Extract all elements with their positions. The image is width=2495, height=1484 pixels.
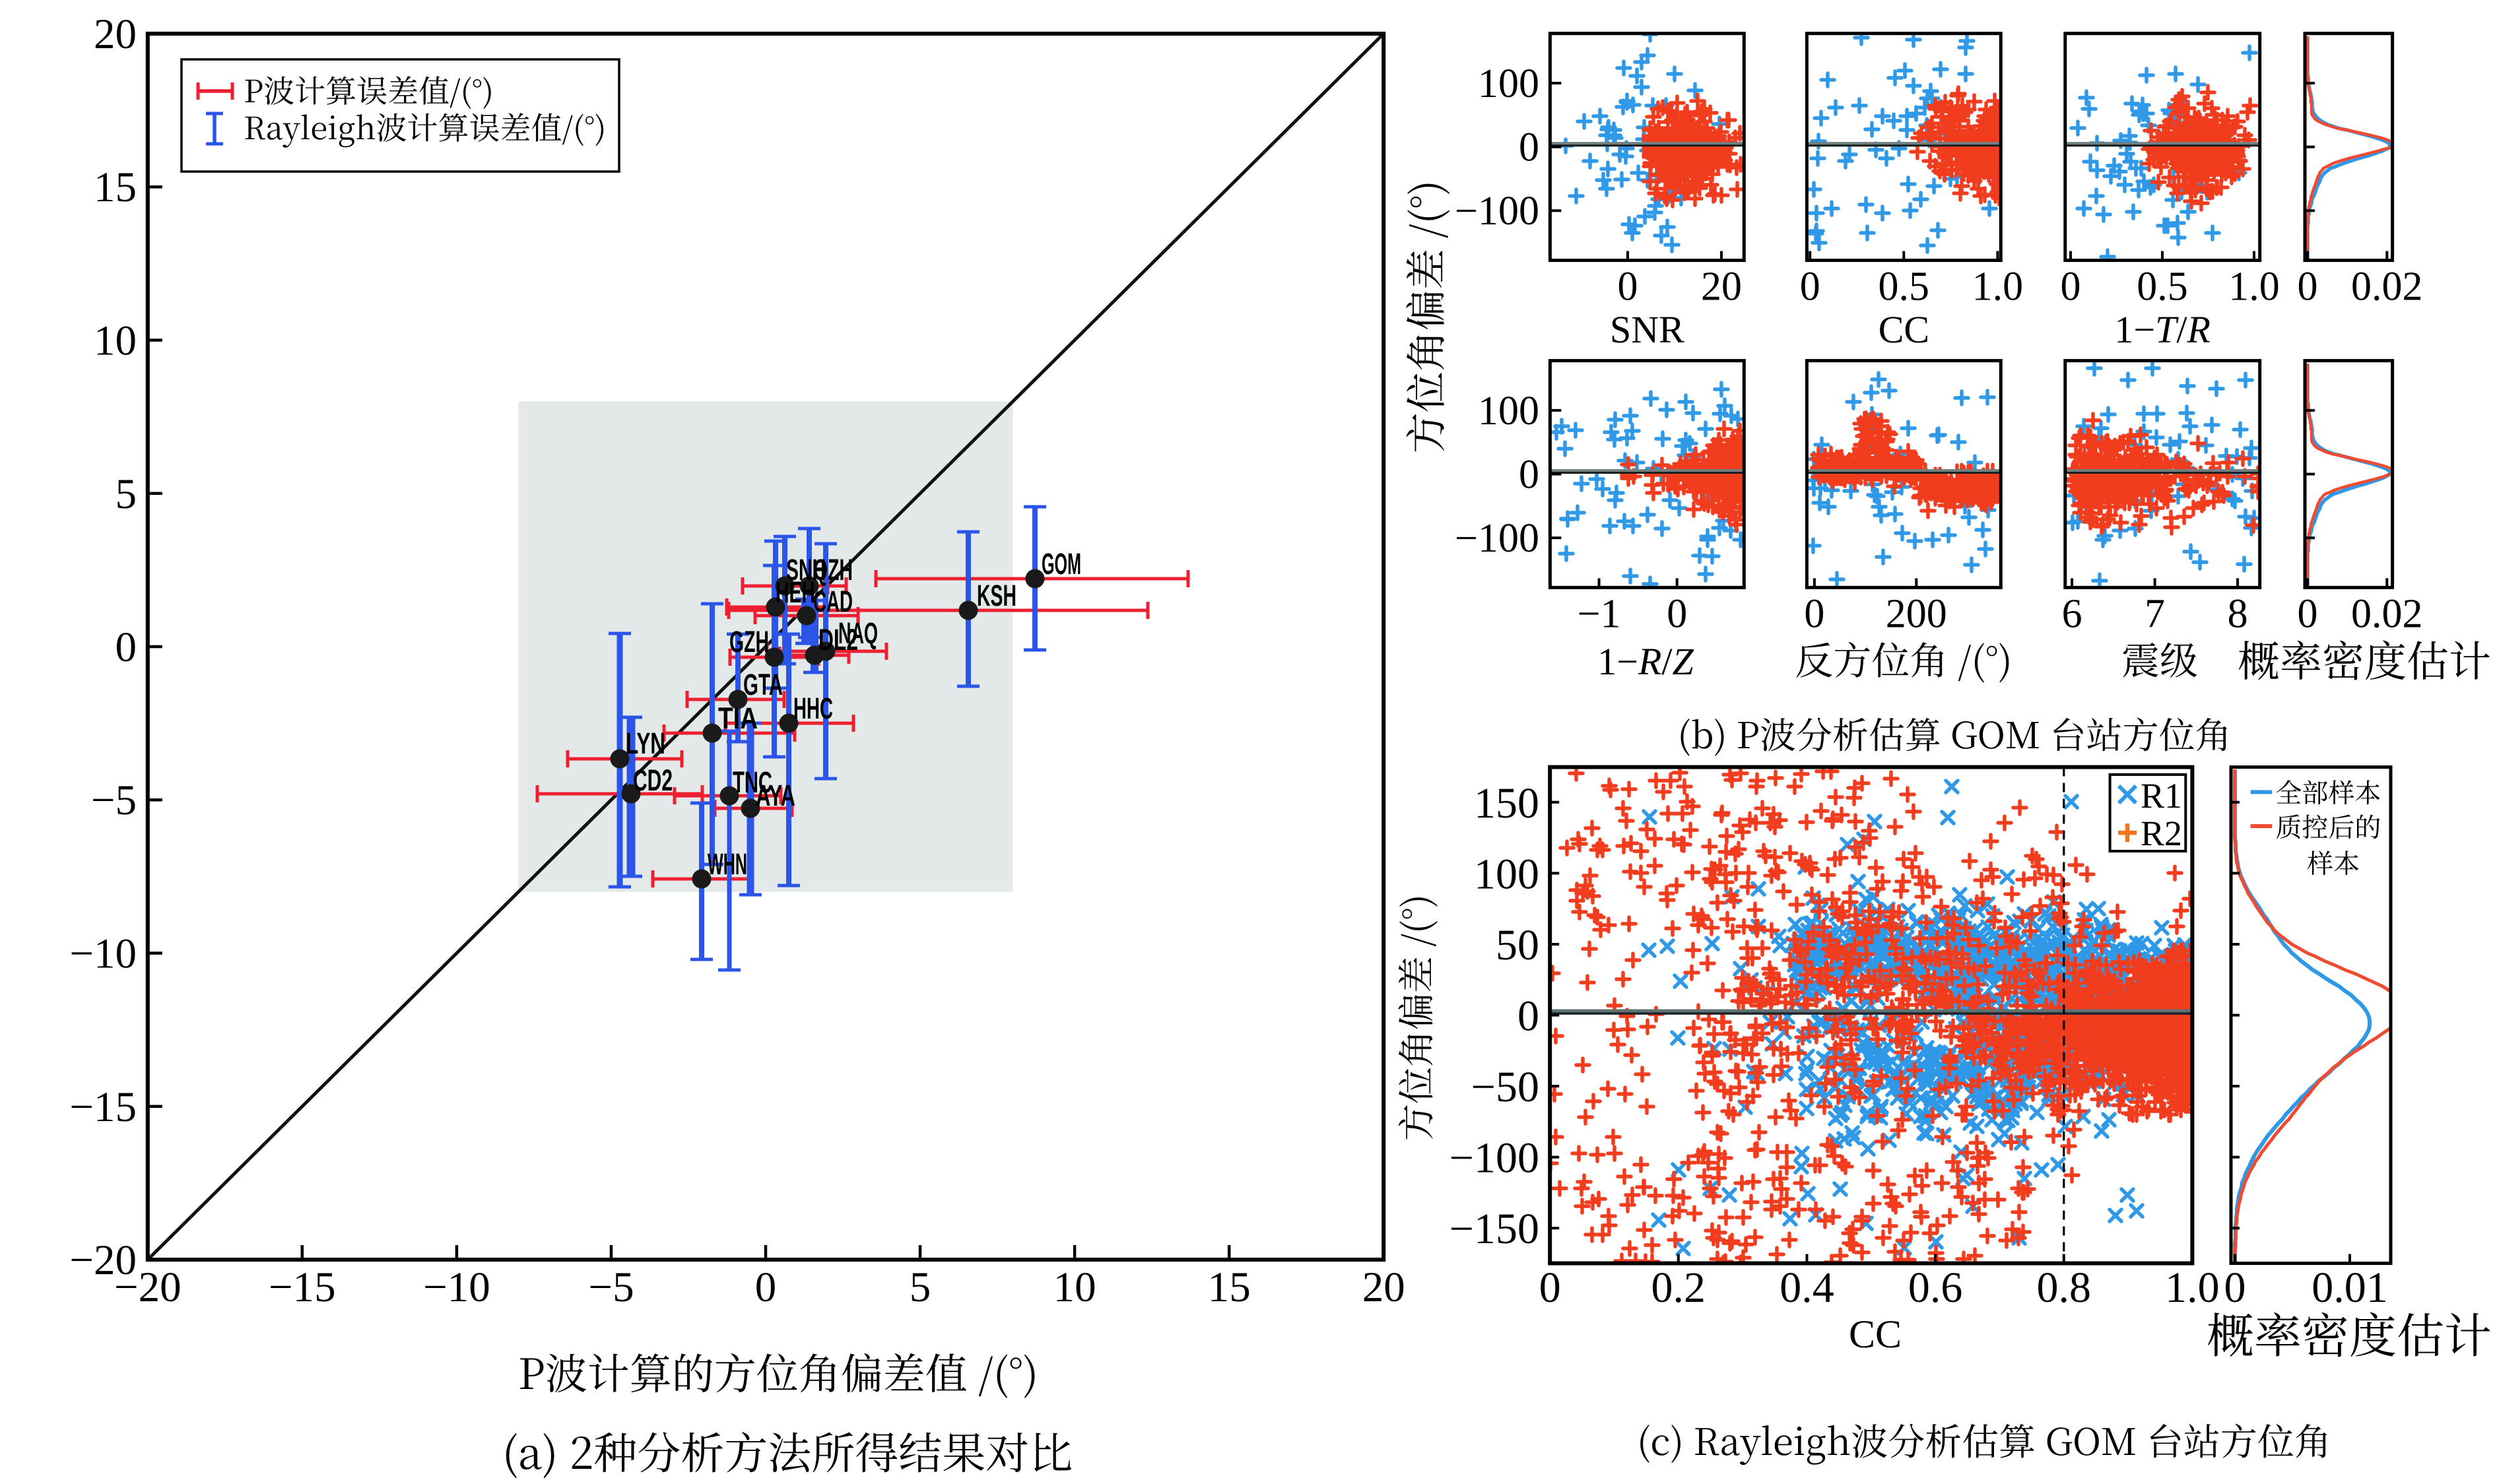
svg-text:QZH: QZH: [813, 553, 853, 587]
svg-text:5: 5: [910, 1264, 931, 1311]
svg-text:5: 5: [116, 470, 137, 518]
svg-text:−150: −150: [1449, 1205, 1539, 1253]
svg-text:0: 0: [1667, 592, 1687, 637]
svg-text:SNR: SNR: [1610, 308, 1684, 351]
svg-text:0.6: 0.6: [1908, 1264, 1963, 1312]
svg-text:−100: −100: [1455, 189, 1539, 234]
svg-text:−20: −20: [69, 1237, 137, 1284]
svg-text:0.5: 0.5: [2137, 265, 2188, 309]
svg-text:10: 10: [94, 317, 137, 365]
svg-text:−20: −20: [114, 1264, 182, 1311]
svg-text:0.02: 0.02: [2351, 265, 2423, 309]
svg-text:0: 0: [2298, 592, 2318, 637]
svg-text:100: 100: [1478, 389, 1539, 434]
svg-text:7: 7: [2145, 592, 2165, 637]
svg-text:GZH: GZH: [729, 625, 769, 659]
svg-text:−5: −5: [588, 1264, 634, 1311]
svg-text:1.0: 1.0: [2228, 265, 2280, 309]
svg-text:1.0: 1.0: [1972, 265, 2024, 309]
svg-text:1.0: 1.0: [2165, 1264, 2220, 1312]
svg-text:−10: −10: [423, 1264, 490, 1311]
svg-text:−5: −5: [91, 777, 137, 824]
svg-text:20: 20: [94, 11, 137, 58]
svg-text:0: 0: [1800, 265, 1820, 309]
svg-text:0.2: 0.2: [1651, 1264, 1706, 1312]
svg-text:0.8: 0.8: [2037, 1264, 2092, 1312]
svg-text:HHC: HHC: [793, 692, 833, 725]
svg-text:200: 200: [1886, 592, 1947, 637]
svg-text:−1: −1: [1578, 592, 1621, 637]
svg-text:CC: CC: [1879, 308, 1929, 351]
svg-text:50: 50: [1496, 921, 1539, 969]
svg-text:100: 100: [1478, 61, 1539, 106]
svg-text:−100: −100: [1449, 1134, 1539, 1182]
svg-text:KSH: KSH: [977, 579, 1016, 612]
svg-text:CD2: CD2: [633, 763, 673, 797]
svg-text:0: 0: [1517, 992, 1539, 1041]
svg-text:SNH: SNH: [786, 553, 826, 587]
svg-text:0: 0: [2061, 265, 2081, 309]
svg-text:CAD: CAD: [813, 585, 853, 618]
svg-text:0: 0: [1519, 125, 1539, 170]
svg-text:0.5: 0.5: [1879, 265, 1930, 309]
svg-text:20: 20: [1362, 1264, 1405, 1311]
svg-text:TNC: TNC: [733, 765, 772, 799]
svg-text:1−R/Z: 1−R/Z: [1597, 640, 1694, 683]
svg-text:−15: −15: [69, 1083, 137, 1131]
svg-text:HEH: HEH: [776, 575, 815, 609]
svg-text:0.02: 0.02: [2351, 592, 2423, 637]
svg-text:TIA: TIA: [718, 701, 758, 735]
svg-text:100: 100: [1474, 850, 1539, 898]
svg-text:R1: R1: [2141, 776, 2182, 816]
svg-text:0: 0: [1519, 453, 1539, 498]
svg-text:150: 150: [1474, 779, 1539, 827]
svg-text:10: 10: [1053, 1264, 1096, 1311]
svg-text:6: 6: [2062, 592, 2082, 637]
svg-text:−100: −100: [1455, 516, 1539, 561]
svg-text:−50: −50: [1471, 1063, 1539, 1111]
svg-text:0: 0: [1618, 265, 1638, 309]
svg-text:15: 15: [1208, 1264, 1251, 1311]
svg-text:15: 15: [94, 164, 137, 211]
svg-text:0.01: 0.01: [2312, 1264, 2388, 1312]
svg-text:0: 0: [1804, 592, 1824, 637]
svg-text:−15: −15: [269, 1264, 336, 1311]
svg-text:20: 20: [1701, 265, 1742, 309]
svg-text:0: 0: [2224, 1264, 2246, 1312]
svg-text:DL2: DL2: [818, 623, 858, 657]
svg-text:0: 0: [2298, 265, 2318, 309]
svg-text:0: 0: [116, 624, 137, 671]
svg-text:NAQ: NAQ: [838, 616, 878, 650]
svg-text:AYA: AYA: [756, 779, 795, 812]
svg-text:0.4: 0.4: [1780, 1264, 1834, 1312]
svg-text:R2: R2: [2141, 814, 2182, 853]
svg-text:CC: CC: [1849, 1312, 1902, 1356]
svg-text:0: 0: [755, 1264, 777, 1311]
svg-text:GOM: GOM: [1042, 547, 1081, 581]
svg-text:WHN: WHN: [708, 847, 747, 881]
svg-text:8: 8: [2228, 592, 2248, 637]
svg-text:1−T/R: 1−T/R: [2114, 308, 2211, 351]
svg-text:GTA: GTA: [743, 668, 783, 701]
svg-text:−10: −10: [69, 930, 137, 978]
svg-text:LYN: LYN: [626, 726, 665, 760]
svg-text:0: 0: [1539, 1264, 1561, 1312]
